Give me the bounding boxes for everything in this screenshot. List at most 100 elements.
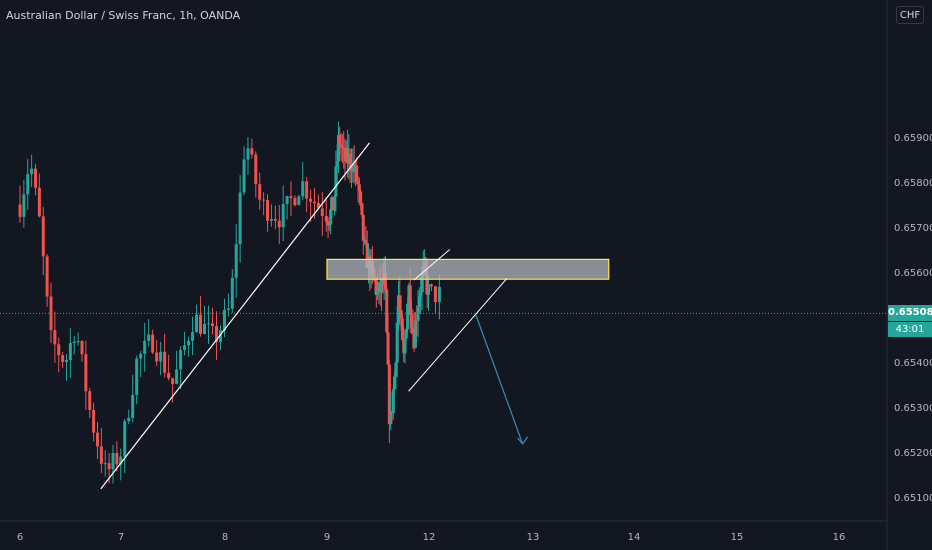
candle-body <box>334 166 338 197</box>
candle-body <box>53 330 57 345</box>
candle-body <box>408 285 412 316</box>
candle-body <box>411 327 415 333</box>
candle-body <box>297 196 301 206</box>
candle-body <box>399 310 403 319</box>
candle-body <box>383 273 387 290</box>
candle-body <box>61 355 65 362</box>
candle-body <box>115 453 119 465</box>
projection-arrow-line[interactable] <box>475 314 524 445</box>
candle-body <box>266 200 270 221</box>
candle-body <box>123 421 127 457</box>
price-tick-label: 0.65100 <box>894 493 932 504</box>
candle-body <box>394 362 398 377</box>
candle-body <box>95 432 99 447</box>
candle-body <box>410 315 414 328</box>
channel-lower-line[interactable] <box>408 277 508 392</box>
candle-body <box>246 148 250 160</box>
candle-body <box>45 256 49 297</box>
candle-body <box>312 201 316 204</box>
candle-body <box>415 320 419 322</box>
price-tick-label: 0.65600 <box>894 268 932 279</box>
candle-body <box>33 168 37 188</box>
candle-body <box>103 463 107 465</box>
candle-body <box>258 184 262 200</box>
candle-body <box>403 338 407 354</box>
candle-body <box>305 181 309 199</box>
candle-body <box>155 352 159 362</box>
candle-body <box>391 389 395 414</box>
candle-body <box>376 290 380 296</box>
candle-body <box>316 203 320 209</box>
candle-body <box>175 369 179 384</box>
resistance-zone-rectangle[interactable] <box>326 258 610 280</box>
candle-body <box>30 168 34 175</box>
candle-body <box>385 289 389 333</box>
candle-body <box>195 314 199 333</box>
time-tick-label: 6 <box>17 532 23 543</box>
candle-body <box>238 192 242 245</box>
candle-body <box>18 204 22 217</box>
candle-body <box>72 341 76 344</box>
candle-body <box>416 307 420 321</box>
candle-body <box>406 303 410 330</box>
candle-body <box>262 199 266 201</box>
candle-body <box>127 417 131 422</box>
candle-body <box>203 323 207 334</box>
candle-body <box>22 194 26 217</box>
candle-body <box>426 284 430 295</box>
candle-body <box>404 329 408 339</box>
time-axis[interactable]: 6 7 8 9 12 13 14 15 16 <box>17 532 846 543</box>
candle-body <box>131 394 135 418</box>
candle-body <box>395 322 399 363</box>
candle-body <box>254 154 258 185</box>
candle-body <box>359 191 363 204</box>
candle-body <box>339 144 343 147</box>
candle-body <box>199 314 203 334</box>
candle-body <box>99 446 103 464</box>
candle-body <box>429 284 433 287</box>
candlestick-series <box>0 121 887 484</box>
price-tick-label: 0.65700 <box>894 223 932 234</box>
price-tick-label: 0.65200 <box>894 448 932 459</box>
candle-body <box>355 165 359 181</box>
candle-body <box>357 184 361 192</box>
candle-body <box>338 135 342 145</box>
candle-body <box>393 376 397 390</box>
currency-button[interactable]: CHF <box>896 6 924 24</box>
ascending-trendline[interactable] <box>100 142 370 490</box>
time-tick-label: 9 <box>324 532 330 543</box>
candle-body <box>171 378 175 384</box>
candle-body <box>420 276 424 293</box>
candle-body <box>139 353 143 359</box>
candle-body <box>277 220 281 228</box>
candle-body <box>207 323 211 325</box>
candle-body <box>64 360 68 362</box>
candle-body <box>250 148 254 155</box>
candle-body <box>230 277 234 309</box>
candle-body <box>143 340 147 354</box>
candle-body <box>386 332 390 365</box>
candle-body <box>80 341 84 355</box>
candle-body <box>309 198 313 202</box>
drawing-layer[interactable] <box>100 142 610 490</box>
candle-body <box>333 196 337 211</box>
candle-body <box>413 320 417 348</box>
candle-body <box>179 349 183 370</box>
candle-body <box>57 344 61 356</box>
candle-body <box>222 309 226 331</box>
candle-body <box>380 279 384 293</box>
time-tick-label: 12 <box>423 532 436 543</box>
candle-body <box>417 296 421 308</box>
candle-body <box>135 358 139 395</box>
candle-body <box>111 453 115 470</box>
candle-body <box>37 187 41 217</box>
candle-body <box>419 292 423 297</box>
candle-body <box>293 198 297 206</box>
candle-body <box>41 216 45 257</box>
candle-body <box>387 364 391 425</box>
price-tick-label: 0.65900 <box>894 133 932 144</box>
candle-body <box>364 240 368 244</box>
candle-body <box>49 296 53 331</box>
channel-upper-line[interactable] <box>413 249 451 281</box>
